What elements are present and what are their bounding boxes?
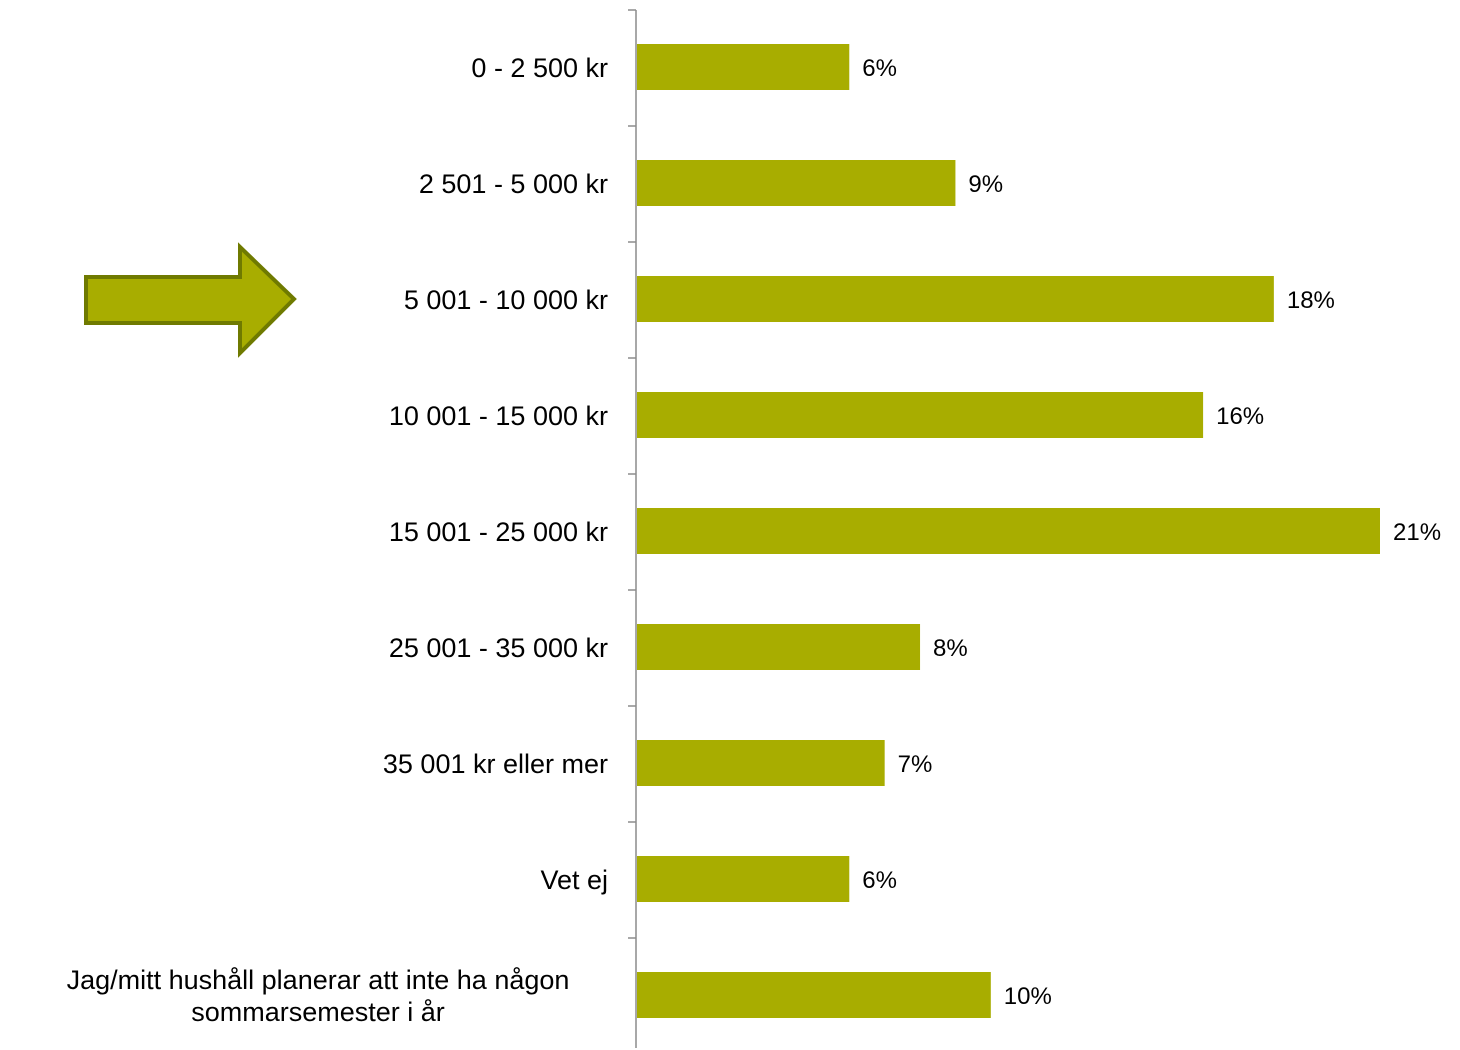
bar: [637, 508, 1380, 554]
bar: [637, 392, 1204, 438]
data-label: 10%: [1004, 983, 1052, 1010]
data-label: 9%: [968, 171, 1003, 198]
category-label: 10 001 - 15 000 kr: [389, 401, 608, 431]
data-label: 16%: [1216, 403, 1264, 430]
bar: [637, 856, 850, 902]
category-label-line: Jag/mitt hushåll planerar att inte ha nå…: [67, 965, 570, 995]
bar: [637, 624, 921, 670]
bar: [637, 740, 885, 786]
data-label: 21%: [1393, 519, 1441, 546]
category-label: 0 - 2 500 kr: [471, 53, 608, 83]
category-label-line: 0 - 2 500 kr: [471, 53, 608, 83]
bar: [637, 276, 1274, 322]
category-label: 2 501 - 5 000 kr: [419, 169, 608, 199]
data-label: 18%: [1287, 287, 1335, 314]
category-label: Jag/mitt hushåll planerar att inte ha nå…: [67, 965, 570, 1027]
bar: [637, 160, 956, 206]
category-label: Vet ej: [540, 865, 608, 895]
bar: [637, 44, 850, 90]
category-label: 35 001 kr eller mer: [383, 749, 608, 779]
category-label: 15 001 - 25 000 kr: [389, 517, 608, 547]
category-label-line: 15 001 - 25 000 kr: [389, 517, 608, 547]
category-label: 25 001 - 35 000 kr: [389, 633, 608, 663]
category-label-line: 2 501 - 5 000 kr: [419, 169, 608, 199]
category-label-line: Vet ej: [540, 865, 608, 895]
category-label-line: 35 001 kr eller mer: [383, 749, 608, 779]
category-label: 5 001 - 10 000 kr: [404, 285, 608, 315]
category-label-line: 10 001 - 15 000 kr: [389, 401, 608, 431]
highlight-arrow-icon: [84, 242, 297, 358]
data-label: 6%: [862, 55, 897, 82]
data-label: 7%: [898, 751, 933, 778]
category-label-line: 25 001 - 35 000 kr: [389, 633, 608, 663]
category-label-line: 5 001 - 10 000 kr: [404, 285, 608, 315]
category-label-line: sommarsemester i år: [191, 997, 445, 1027]
bar: [637, 972, 991, 1018]
data-label: 6%: [862, 867, 897, 894]
data-label: 8%: [933, 635, 968, 662]
